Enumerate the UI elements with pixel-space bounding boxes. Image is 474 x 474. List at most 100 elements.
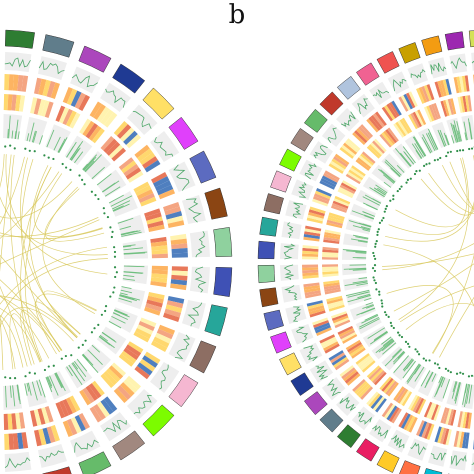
left-link-chord	[5, 154, 108, 275]
left-bar-mark	[118, 297, 132, 303]
right-heatmap-cell	[337, 325, 354, 335]
left-heatmap-cell	[151, 253, 168, 259]
right-bar-mark	[393, 355, 409, 374]
right-line-series	[410, 68, 426, 79]
right-heatmap-cell	[428, 403, 437, 420]
left-bar-mark	[108, 194, 124, 204]
right-heatmap-cell	[304, 228, 321, 234]
right-bar-mark	[375, 338, 394, 354]
left-link-chord	[0, 219, 100, 265]
left-heatmap-cell	[82, 120, 95, 137]
left-heatmap-cell	[137, 148, 153, 162]
left-heatmap-cell	[100, 399, 114, 415]
right-heatmap-cell	[462, 95, 468, 113]
right-scatter-dot	[436, 363, 439, 366]
left-heatmap-cell	[148, 224, 165, 232]
right-scatter-dot	[387, 315, 390, 318]
left-chromosome-block	[42, 34, 75, 58]
right-scatter-dot	[456, 149, 459, 153]
right-heatmap-cell	[393, 123, 405, 138]
right-heatmap-cell	[401, 391, 413, 407]
right-heatmap-cell	[316, 188, 332, 197]
left-heatmap-cell	[170, 279, 188, 286]
right-chromosome-block	[259, 287, 279, 308]
left-heatmap-cell	[134, 144, 150, 159]
right-bar-mark	[365, 302, 373, 306]
right-heatmap-cell	[445, 408, 452, 425]
left-heatmap-cell	[103, 112, 118, 128]
left-bar-mark	[26, 133, 30, 142]
left-heatmap-cell	[150, 277, 168, 283]
left-scatter-dot	[81, 178, 84, 181]
right-chromosome-block	[263, 309, 284, 331]
right-heatmap-cell	[333, 156, 348, 168]
left-heatmap-cell	[151, 340, 168, 352]
left-scatter-dot	[94, 194, 97, 197]
left-bar-mark	[111, 315, 126, 324]
right-heatmap-cell	[324, 286, 341, 293]
left-heatmap-cell	[8, 433, 15, 450]
right-heatmap-cell	[322, 273, 339, 278]
right-scatter-dot	[385, 313, 388, 316]
left-line-track-bg	[70, 66, 101, 94]
right-bar-mark	[345, 289, 370, 297]
right-bar-track-bg	[371, 164, 397, 188]
left-bar-mark	[70, 147, 81, 161]
right-line-series	[292, 202, 304, 219]
right-bar-mark	[454, 382, 460, 402]
left-scatter-dot	[100, 313, 103, 316]
right-bar-mark	[439, 129, 447, 147]
right-scatter-dot	[404, 340, 408, 343]
left-chromosome-block	[204, 187, 228, 220]
right-heatmap-cell	[360, 124, 374, 138]
right-scatter-dot	[374, 245, 377, 248]
right-heatmap-cell	[447, 98, 454, 115]
left-chromosome-block	[189, 340, 217, 374]
left-heatmap-cell	[41, 407, 50, 424]
right-heatmap-cell	[397, 120, 409, 136]
right-bar-mark	[378, 168, 395, 184]
right-heatmap-cell	[331, 158, 347, 170]
right-bar-mark	[440, 377, 446, 388]
right-link-chord	[441, 164, 474, 210]
left-heatmap-cell	[151, 273, 168, 279]
left-bar-mark	[102, 180, 120, 193]
left-heatmap-cell	[11, 94, 17, 111]
right-heatmap-cell	[313, 195, 329, 205]
right-bar-mark	[373, 189, 385, 198]
right-heatmap-cell	[412, 111, 423, 128]
left-heatmap-cell	[116, 124, 132, 139]
right-heatmap-cell	[445, 429, 452, 446]
left-scatter-dot	[33, 150, 36, 153]
left-bar-mark	[39, 135, 43, 145]
right-heatmap-cell	[357, 157, 372, 170]
right-chromosome-block	[290, 372, 314, 396]
right-bar-track-bg	[381, 346, 406, 371]
right-scatter-dot	[378, 221, 382, 224]
right-bar-mark	[342, 249, 367, 252]
left-heatmap-cell	[123, 378, 138, 394]
right-bar-mark	[356, 282, 368, 286]
right-bar-mark	[369, 331, 388, 345]
left-scatter-dot	[113, 250, 117, 254]
right-scatter-dot	[374, 257, 377, 260]
right-bar-mark	[413, 136, 427, 157]
right-bar-mark	[427, 132, 437, 151]
left-heatmap-cell	[133, 181, 150, 193]
right-heatmap-cell	[405, 415, 416, 432]
right-scatter-dot	[445, 154, 448, 158]
right-chromosome-block	[279, 352, 302, 376]
right-scatter-dot	[422, 357, 425, 360]
left-heatmap-cell	[89, 101, 102, 118]
right-heatmap-cell	[388, 406, 400, 422]
left-scatter-dot	[93, 327, 96, 330]
left-link-chord	[0, 279, 63, 351]
right-line-track-bg	[407, 63, 428, 86]
right-heatmap-cell	[333, 198, 350, 207]
right-bar-mark	[468, 384, 473, 404]
right-heatmap-cell	[304, 290, 321, 296]
left-bar-mark	[120, 232, 131, 236]
right-bar-mark	[372, 198, 382, 204]
right-heatmap-cell	[302, 245, 319, 250]
left-heatmap-cell	[103, 396, 118, 412]
